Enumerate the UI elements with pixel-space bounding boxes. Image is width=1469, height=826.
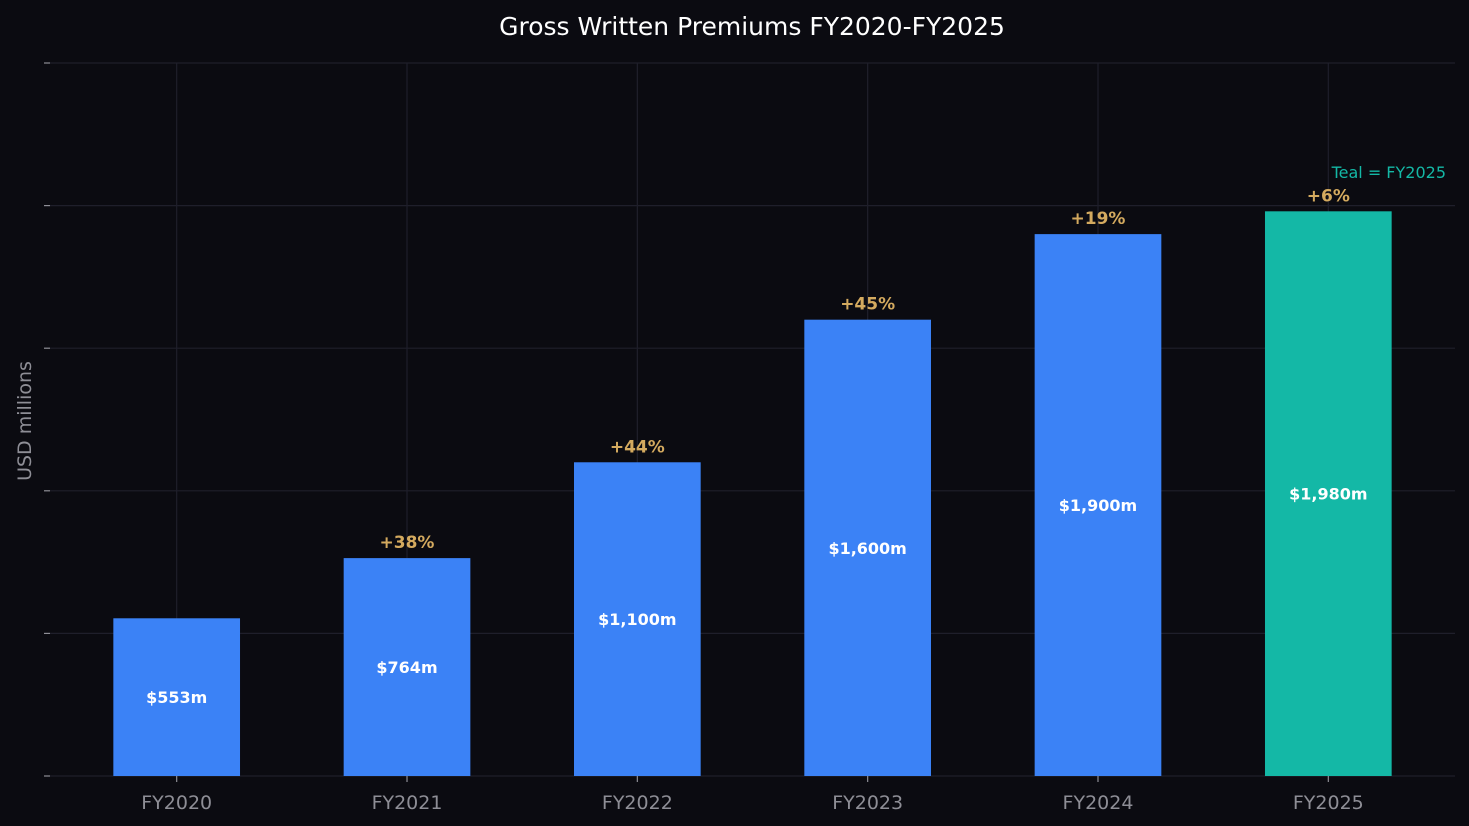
bar-value-label: $1,980m <box>1289 485 1367 504</box>
x-tick-label: FY2020 <box>141 792 212 814</box>
labels: FY2020 $553m FY2021 $764m +38% FY2022 $1,100m +… <box>141 186 1367 814</box>
x-tick-label: FY2025 <box>1293 792 1364 814</box>
growth-label: +38% <box>380 533 435 553</box>
bar-value-label: $1,100m <box>598 610 676 629</box>
growth-label: +45% <box>840 295 895 315</box>
bar-fy2023 <box>804 319 932 776</box>
grid-lines <box>50 62 1455 777</box>
growth-label: +19% <box>1071 209 1126 229</box>
bars <box>113 211 1392 776</box>
x-tick-label: FY2022 <box>602 792 673 814</box>
bar-value-label: $1,600m <box>828 539 906 558</box>
chart-title: Gross Written Premiums FY2020-FY2025 <box>499 12 1005 41</box>
x-tick-label: FY2023 <box>832 792 903 814</box>
x-tick-label: FY2024 <box>1063 792 1134 814</box>
y-axis-label: USD millions <box>14 361 36 481</box>
bar-fy2020 <box>113 618 241 776</box>
bar-fy2025 <box>1264 211 1392 776</box>
x-tick-label: FY2021 <box>372 792 443 814</box>
bar-fy2022 <box>573 462 701 776</box>
bar-value-label: $764m <box>376 658 437 677</box>
growth-label: +6% <box>1307 186 1350 206</box>
legend-annotation: Teal = FY2025 <box>1331 163 1446 182</box>
bar-fy2024 <box>1034 234 1162 776</box>
bar-value-label: $553m <box>146 688 207 707</box>
growth-label: +44% <box>610 437 665 457</box>
axes <box>44 62 1329 782</box>
bar-value-label: $1,900m <box>1059 496 1137 515</box>
bar-fy2021 <box>343 558 471 776</box>
